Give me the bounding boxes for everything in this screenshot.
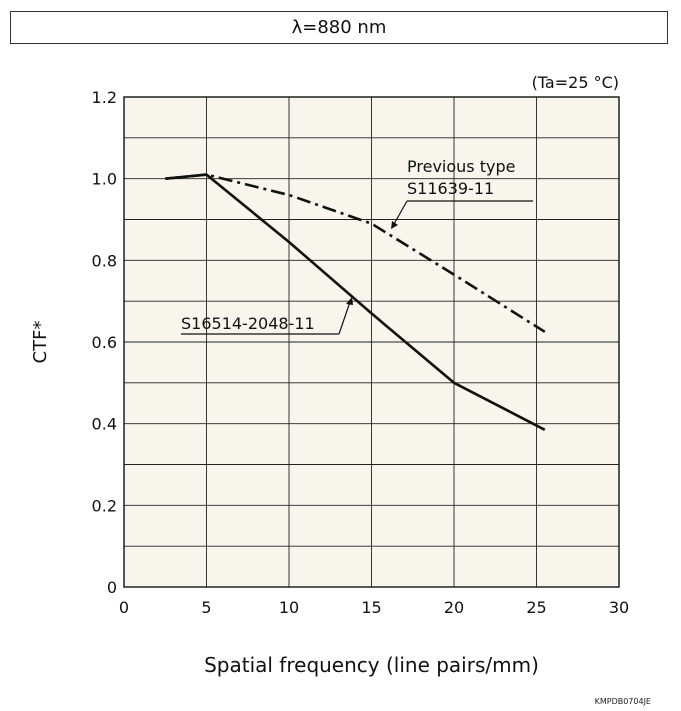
y-tick-label: 1.0 xyxy=(92,170,117,189)
series-label-s16514: S16514-2048-11 xyxy=(181,314,315,333)
leader-arrowhead xyxy=(391,221,398,229)
leader-arrowhead xyxy=(346,297,353,305)
label-leader-line xyxy=(338,301,351,335)
y-axis-label: CTF* xyxy=(30,321,51,364)
x-axis-label: Spatial frequency (line pairs/mm) xyxy=(204,653,539,677)
y-tick-label: 1.2 xyxy=(92,88,117,107)
x-tick-label: 5 xyxy=(201,598,211,617)
condition-label: (Ta=25 °C) xyxy=(532,73,619,92)
y-tick-label: 0.6 xyxy=(92,333,117,352)
x-tick-label: 25 xyxy=(526,598,546,617)
grid xyxy=(124,97,619,587)
y-tick-label: 0.2 xyxy=(92,496,117,515)
x-tick-label: 20 xyxy=(444,598,464,617)
document-code: KMPDB0704JE xyxy=(594,697,651,706)
plot-frame xyxy=(123,96,620,588)
x-tick-label: 0 xyxy=(119,598,129,617)
annotations: S16514-2048-11 Previous type S11639-11 xyxy=(181,157,533,335)
y-tick-label: 0.8 xyxy=(92,251,117,270)
series-label-previous-model: S11639-11 xyxy=(407,179,494,198)
series-layer xyxy=(165,173,546,431)
label-leader-line xyxy=(393,200,408,225)
x-tick-label: 30 xyxy=(609,598,629,617)
series-label-previous-type: Previous type xyxy=(407,157,515,176)
x-tick-label: 10 xyxy=(279,598,299,617)
series-line-previous-type xyxy=(165,173,546,333)
y-tick-label: 0 xyxy=(107,578,117,597)
y-tick-labels: 0 0.2 0.4 0.6 0.8 1.0 1.2 xyxy=(92,88,117,597)
chart-title: λ=880 nm xyxy=(10,11,668,44)
y-tick-label: 0.4 xyxy=(92,415,117,434)
x-tick-labels: 0 5 10 15 20 25 30 xyxy=(119,598,629,617)
x-tick-label: 15 xyxy=(361,598,381,617)
